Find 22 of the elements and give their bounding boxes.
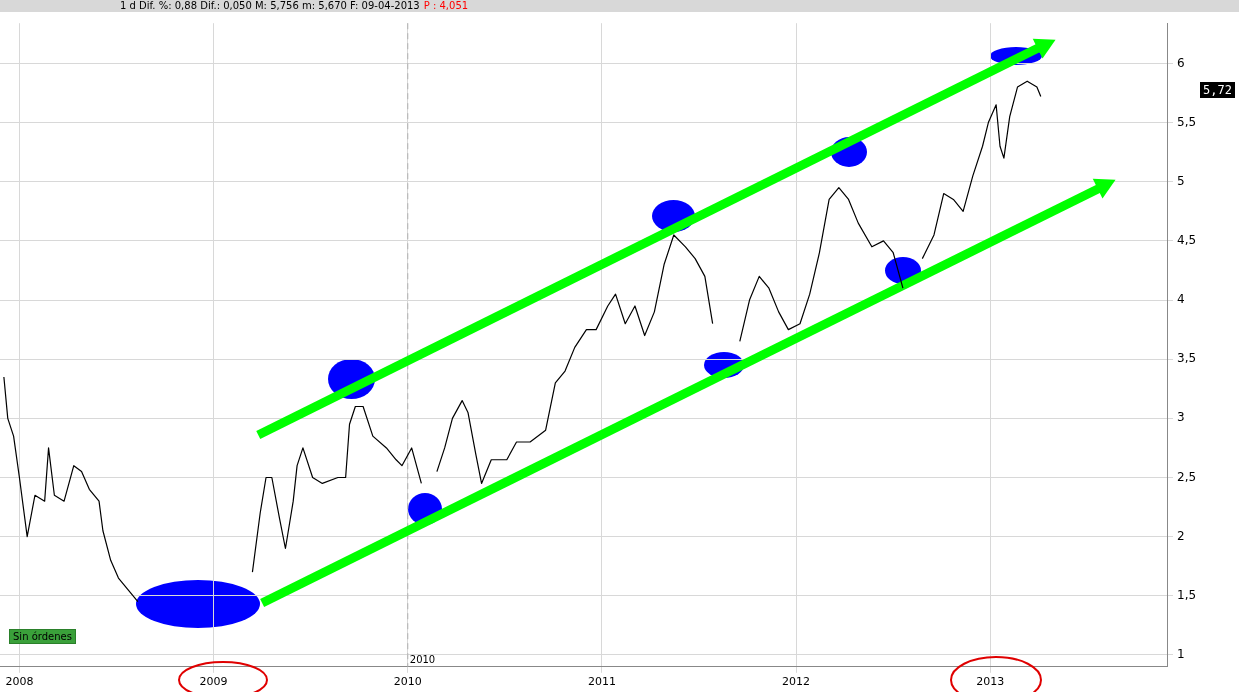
y-tick-label: 3 [1177,410,1185,425]
x-tick-label: 2011 [587,675,616,689]
x-tick-label: 2009 [199,675,228,689]
x-tick-label: 2012 [782,675,811,689]
y-tick-label: 1,5 [1177,587,1197,602]
text: 5,72 [1200,82,1235,98]
y-tick-label: 5,5 [1177,114,1197,129]
y-tick-label: 2 [1177,528,1185,543]
chart-title: 1 d Dif. %: 0,88 Dif.: 0,050 M: 5,756 m: 5,670 F: 09-04-2013 [120,0,420,11]
chart-subtitle: P : 4,051 [423,0,469,11]
x-tick-label: 2013 [976,675,1005,689]
y-tick-label: 4 [1177,292,1185,307]
x-tick-label: 2008 [5,675,34,689]
y-tick-label: 2,5 [1177,469,1197,484]
ref-line-label: 2010 [409,654,436,666]
annotation: Sin órdenes [9,629,76,644]
y-tick-label: 1 [1177,647,1185,662]
y-tick-label: 3,5 [1177,351,1197,366]
y-tick-label: 6 [1177,55,1185,70]
y-tick-label: 4,5 [1177,233,1197,248]
y-tick-label: 5 [1177,173,1185,188]
x-tick-label: 2010 [393,675,422,689]
